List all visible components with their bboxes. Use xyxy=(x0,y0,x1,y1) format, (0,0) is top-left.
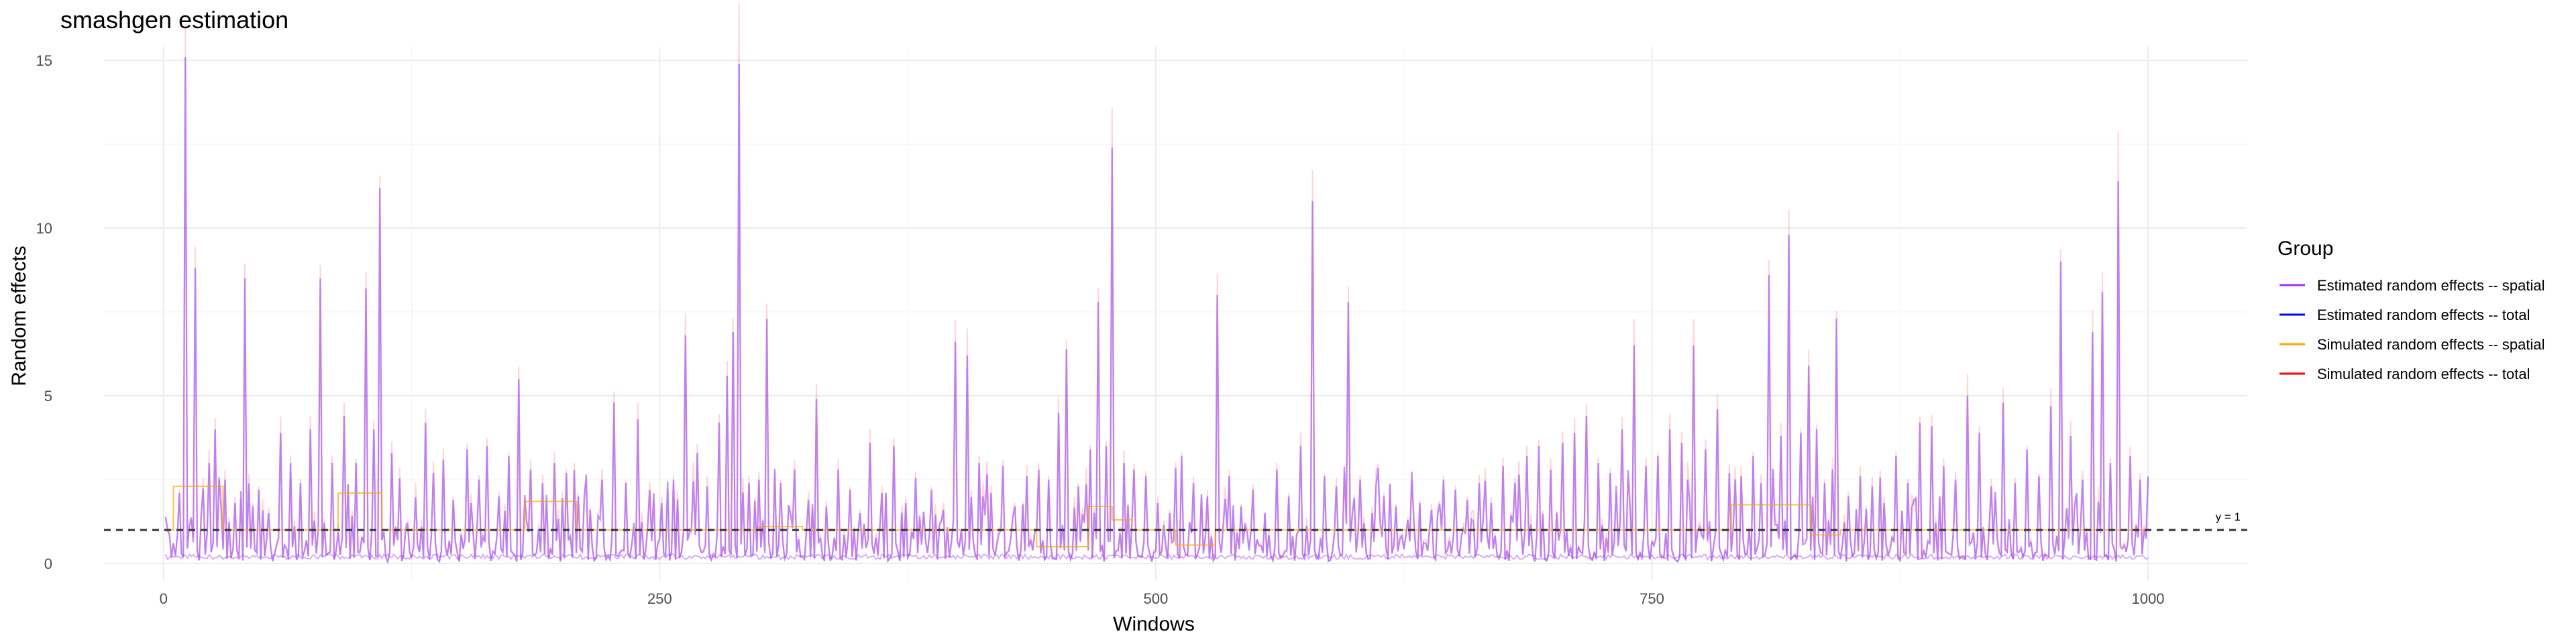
reference-line: y = 1 xyxy=(104,511,2247,531)
chart-title: smashgen estimation xyxy=(60,6,288,34)
y-tick-label: 5 xyxy=(44,388,52,405)
series-estimated-spatial-baseline xyxy=(164,553,2149,561)
y-tick-label: 0 xyxy=(44,555,52,572)
series-simulated-total xyxy=(164,3,2149,565)
y-axis-title: Random effects xyxy=(8,246,30,386)
y-axis-ticks: 0 5 10 15 xyxy=(36,52,52,572)
series-simulated-spatial xyxy=(163,486,2149,547)
grid xyxy=(104,47,2247,580)
legend-label: Estimated random effects -- spatial xyxy=(2317,277,2545,294)
series-estimated-spatial xyxy=(164,56,2149,565)
reference-line-label: y = 1 xyxy=(2216,511,2241,523)
legend-title: Group xyxy=(2277,237,2333,260)
x-tick-label: 250 xyxy=(647,590,672,607)
x-tick-label: 750 xyxy=(1640,590,1664,607)
y-tick-label: 15 xyxy=(36,52,52,69)
x-axis-title: Windows xyxy=(1113,613,1195,635)
x-tick-label: 0 xyxy=(160,590,168,607)
series-layer xyxy=(163,3,2149,565)
series-estimated-total xyxy=(164,56,2149,564)
x-axis-ticks: 0 250 500 750 1000 xyxy=(160,590,2165,607)
legend-label: Simulated random effects -- spatial xyxy=(2317,336,2545,353)
legend: Group Estimated random effects -- spatia… xyxy=(2277,237,2545,382)
legend-label: Estimated random effects -- total xyxy=(2317,307,2530,323)
y-tick-label: 10 xyxy=(36,220,52,237)
x-tick-label: 1000 xyxy=(2132,590,2165,607)
legend-label: Simulated random effects -- total xyxy=(2317,366,2530,382)
x-tick-label: 500 xyxy=(1144,590,1169,607)
